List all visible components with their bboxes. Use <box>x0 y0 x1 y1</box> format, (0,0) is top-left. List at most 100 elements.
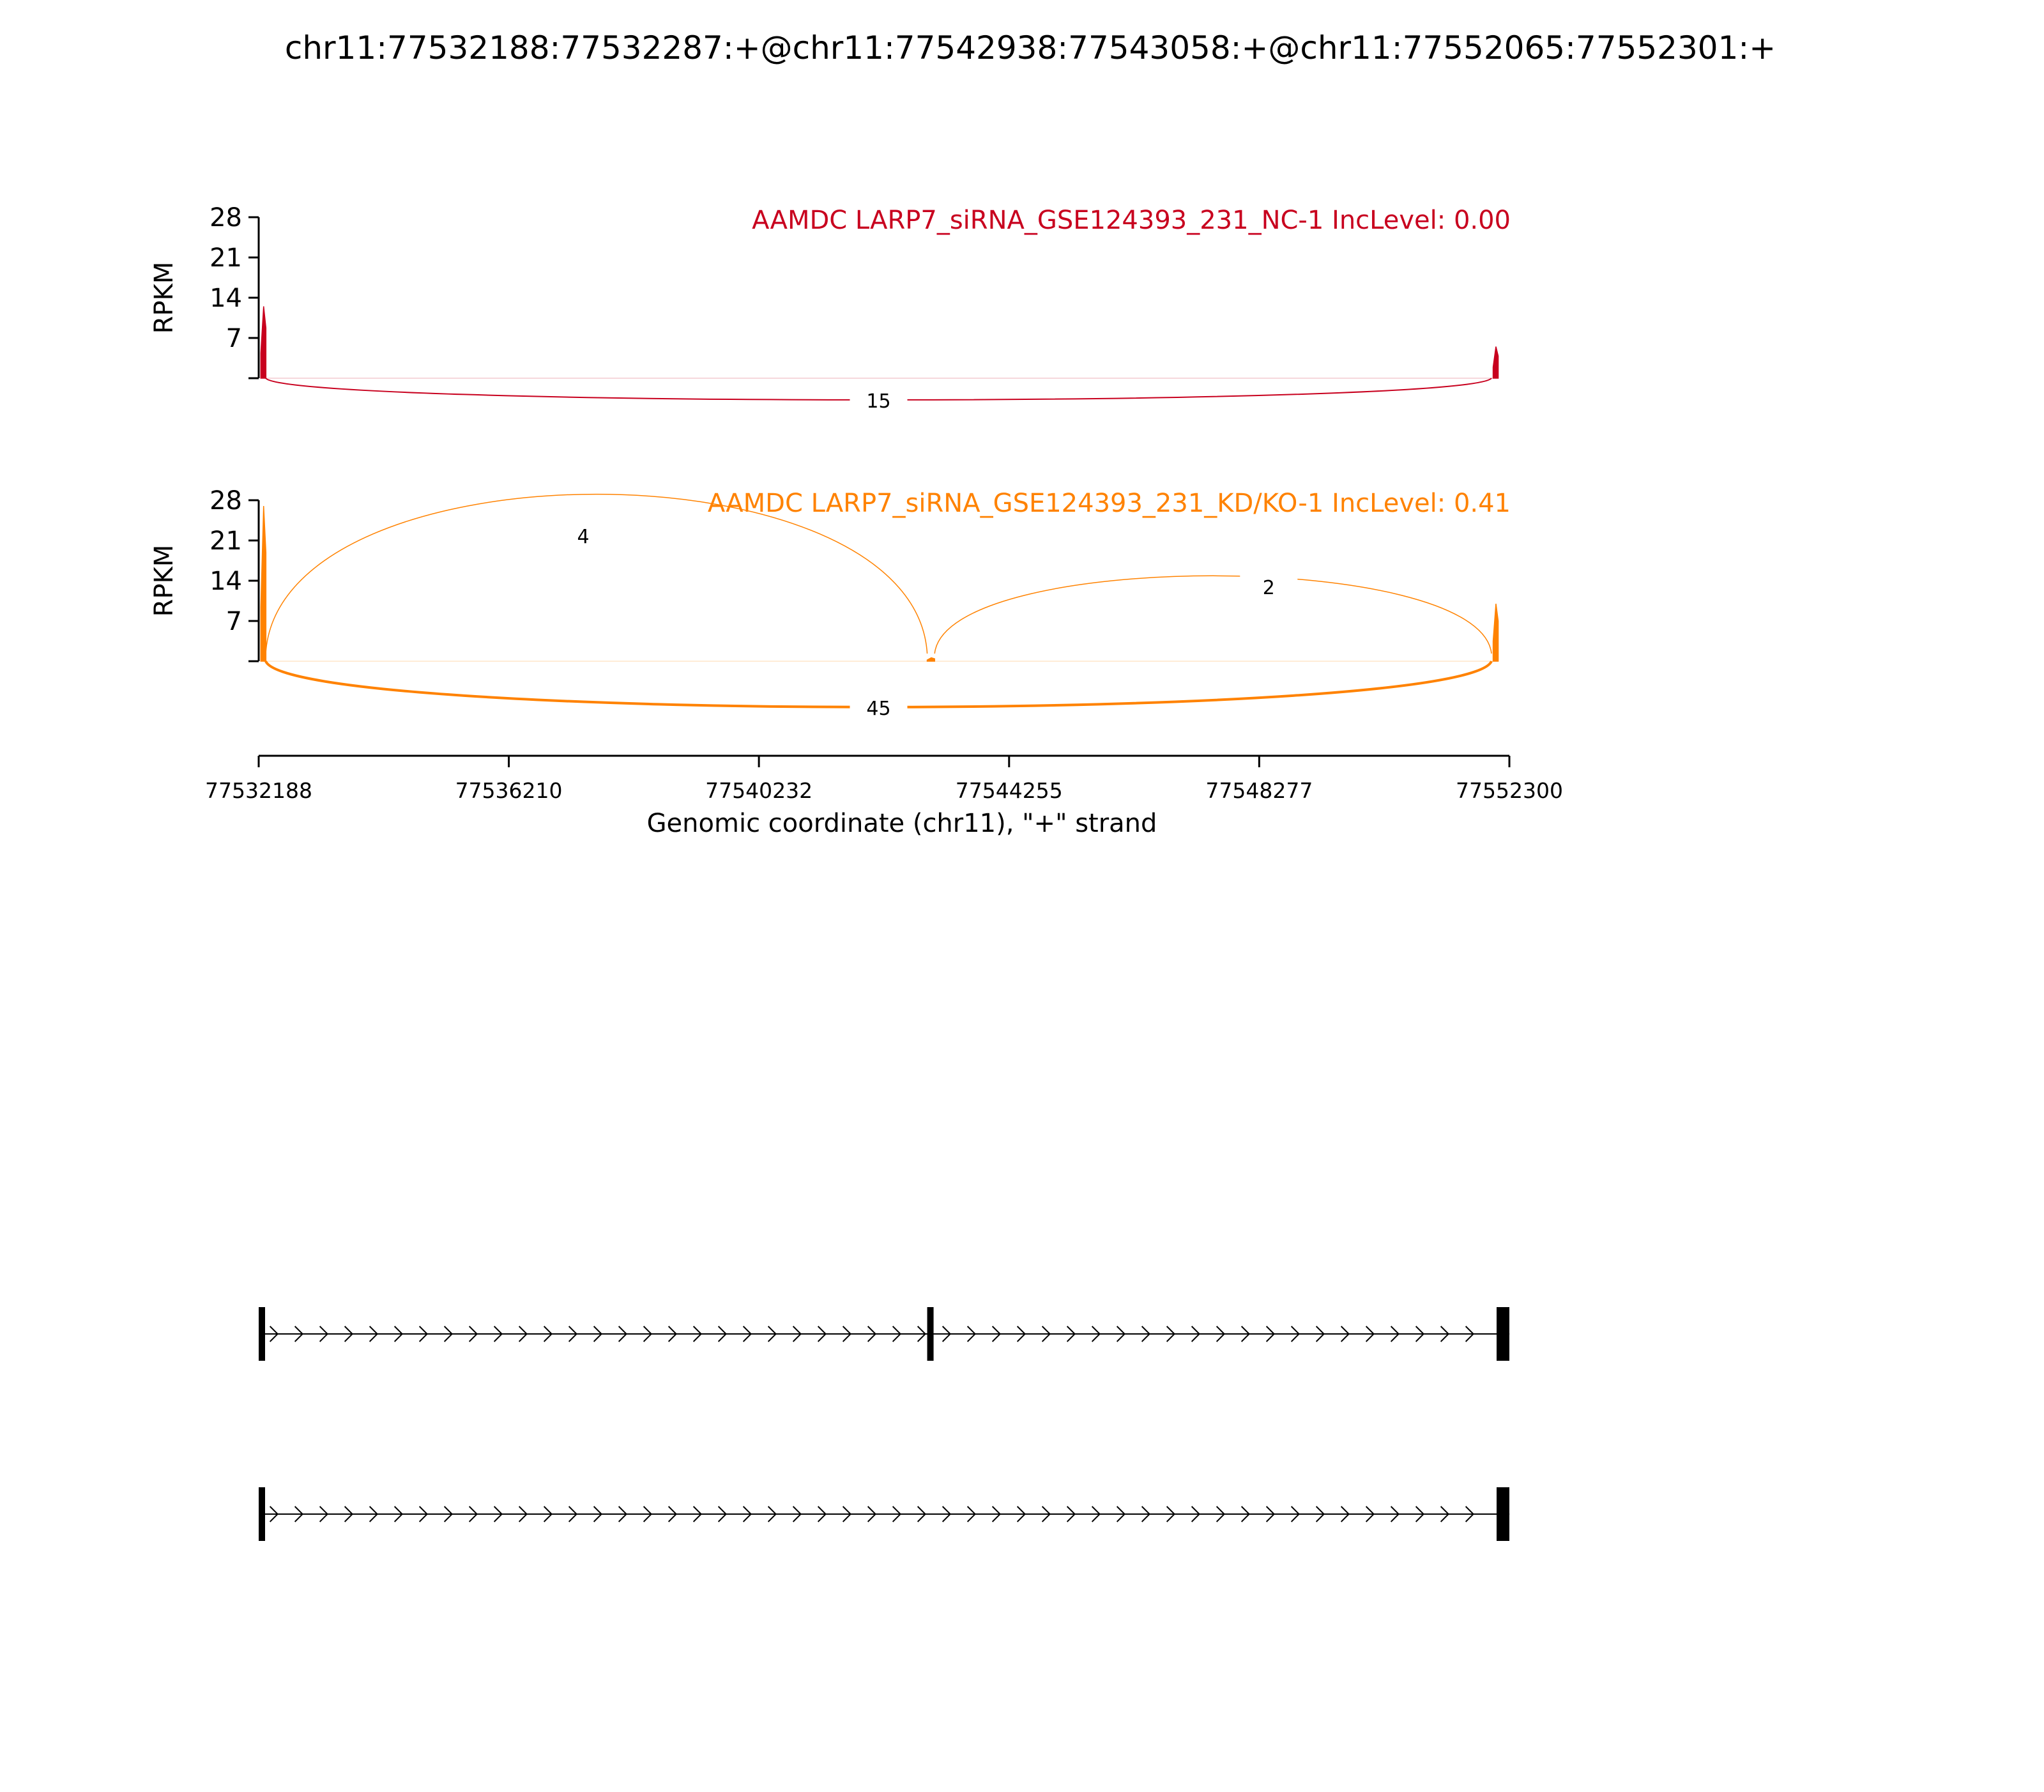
x-tick-label: 77532188 <box>205 778 312 803</box>
strand-arrow <box>344 1506 354 1522</box>
y-axis-label: RPKM <box>149 262 179 334</box>
strand-arrow <box>1191 1506 1201 1522</box>
strand-arrow <box>717 1326 728 1342</box>
strand-arrow <box>1240 1326 1251 1342</box>
strand-arrow <box>1041 1506 1051 1522</box>
exon-block <box>259 1307 265 1361</box>
strand-arrow <box>1365 1506 1375 1522</box>
strand-arrow <box>1440 1506 1450 1522</box>
junction-arc <box>934 575 1492 654</box>
sample-panel: 7 14 21 28 RPKM AAMDC LARP7_siRNA_GSE124393_2… <box>149 486 1511 720</box>
panel-label: AAMDC LARP7_siRNA_GSE124393_231_KD/KO-1 … <box>708 489 1511 518</box>
strand-arrow <box>1415 1326 1425 1342</box>
strand-arrow <box>269 1326 279 1342</box>
strand-arrow <box>344 1326 354 1342</box>
strand-arrow <box>842 1326 852 1342</box>
strand-arrow <box>1390 1326 1400 1342</box>
strand-arrow <box>1091 1326 1101 1342</box>
strand-arrow <box>767 1326 777 1342</box>
coverage-bar <box>260 505 267 662</box>
junction-count-bg <box>1240 574 1298 598</box>
x-tick-label: 77544255 <box>956 778 1063 803</box>
junction-count-label: 45 <box>866 698 890 720</box>
strand-arrow <box>393 1506 404 1522</box>
y-tick-label: 21 <box>210 526 242 556</box>
strand-arrow <box>692 1506 703 1522</box>
strand-arrow <box>667 1506 678 1522</box>
strand-arrow <box>1290 1506 1300 1522</box>
strand-arrow <box>443 1506 454 1522</box>
strand-arrow <box>742 1326 752 1342</box>
strand-arrow <box>817 1506 827 1522</box>
x-tick-label: 77548277 <box>1205 778 1313 803</box>
junction-count-bg <box>850 387 908 411</box>
strand-arrow <box>917 1326 927 1342</box>
y-tick-label: 21 <box>210 243 242 273</box>
exon-block <box>1497 1307 1509 1361</box>
strand-arrow <box>1041 1326 1051 1342</box>
strand-arrow <box>319 1326 329 1342</box>
junction-count-bg <box>850 694 908 719</box>
strand-arrow <box>1141 1506 1151 1522</box>
strand-arrow <box>1016 1326 1026 1342</box>
strand-arrow <box>1066 1326 1076 1342</box>
strand-arrow <box>468 1326 478 1342</box>
strand-arrow <box>991 1326 1002 1342</box>
figure-title: chr11:77532188:77532287:+@chr11:77542938… <box>285 29 1776 66</box>
y-tick-label: 7 <box>226 324 242 353</box>
strand-arrow <box>1340 1326 1350 1342</box>
coverage-bar <box>1492 346 1499 379</box>
exon-block <box>259 1487 265 1541</box>
strand-arrow <box>418 1326 429 1342</box>
strand-arrow <box>443 1326 454 1342</box>
strand-arrow <box>1465 1506 1475 1522</box>
y-tick-label: 28 <box>210 486 242 516</box>
x-axis: 77532188 77536210 77540232 77544255 77548277… <box>205 754 1563 803</box>
junction-count-bg <box>554 523 613 547</box>
strand-arrow <box>493 1506 503 1522</box>
isoform-track <box>259 1487 1510 1541</box>
strand-arrow <box>917 1506 927 1522</box>
strand-arrow <box>1216 1326 1226 1342</box>
strand-arrow <box>767 1506 777 1522</box>
y-tick-label: 28 <box>210 203 242 233</box>
strand-arrow <box>369 1326 379 1342</box>
strand-arrow <box>1265 1506 1276 1522</box>
strand-arrow <box>418 1506 429 1522</box>
coverage-bar <box>1492 603 1499 662</box>
strand-arrow <box>1315 1326 1325 1342</box>
strand-arrow <box>593 1326 603 1342</box>
strand-arrow <box>518 1506 528 1522</box>
strand-arrow <box>618 1506 628 1522</box>
strand-arrow <box>643 1506 653 1522</box>
strand-arrow <box>393 1326 404 1342</box>
strand-arrow <box>966 1326 977 1342</box>
strand-arrow <box>667 1326 678 1342</box>
y-tick-label: 7 <box>226 607 242 636</box>
strand-arrow <box>1465 1326 1475 1342</box>
isoform-tracks <box>259 1307 1510 1541</box>
strand-arrow <box>792 1326 802 1342</box>
strand-arrow <box>269 1506 279 1522</box>
strand-arrow <box>1116 1326 1126 1342</box>
strand-arrow <box>742 1506 752 1522</box>
strand-arrow <box>1116 1506 1126 1522</box>
y-tick-label: 14 <box>210 567 242 596</box>
y-tick-label: 14 <box>210 284 242 313</box>
strand-arrow <box>369 1506 379 1522</box>
strand-arrow <box>966 1506 977 1522</box>
strand-arrow <box>991 1506 1002 1522</box>
strand-arrow <box>1191 1326 1201 1342</box>
strand-arrow <box>1091 1506 1101 1522</box>
strand-arrow <box>1066 1506 1076 1522</box>
x-axis-label: Genomic coordinate (chr11), "+" strand <box>647 809 1157 838</box>
strand-arrow <box>867 1326 877 1342</box>
y-axis-label: RPKM <box>149 545 179 617</box>
strand-arrow <box>1141 1326 1151 1342</box>
isoform-track <box>259 1307 1510 1361</box>
strand-arrow <box>493 1326 503 1342</box>
strand-arrow <box>468 1506 478 1522</box>
strand-arrow <box>1265 1326 1276 1342</box>
